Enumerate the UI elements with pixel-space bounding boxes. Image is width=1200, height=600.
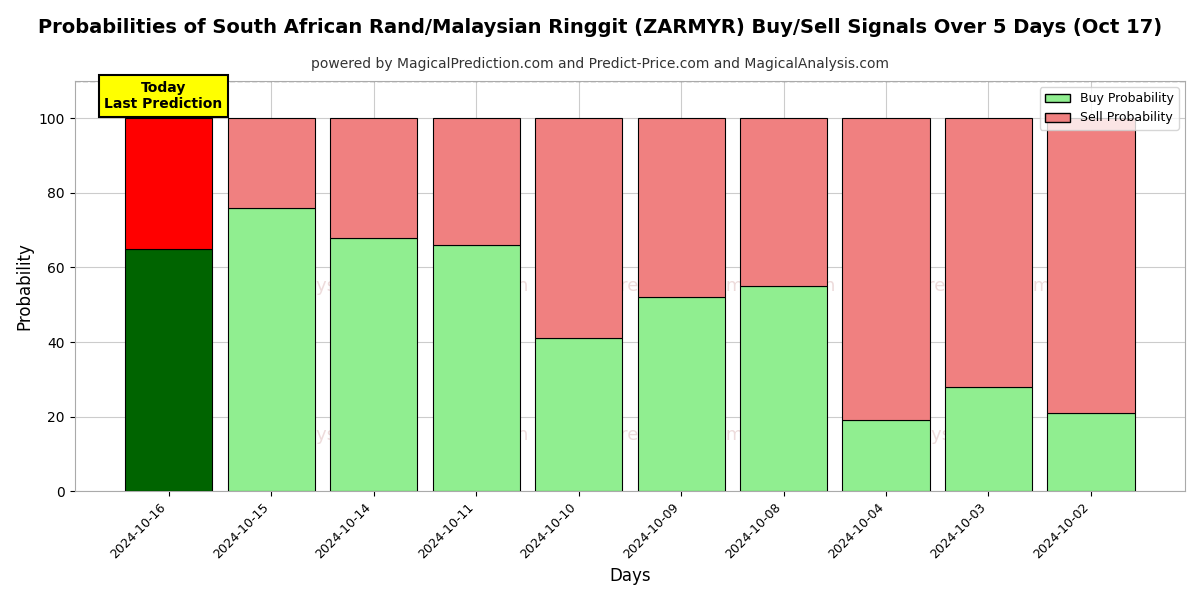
Bar [535,338,622,491]
Text: n    MagicIPrediction.com: n MagicIPrediction.com [517,277,743,295]
X-axis label: Days: Days [610,567,650,585]
Bar [944,387,1032,491]
Bar [330,238,418,491]
Text: powered by MagicalPrediction.com and Predict-Price.com and MagicalAnalysis.com: powered by MagicalPrediction.com and Pre… [311,57,889,71]
Bar [637,118,725,298]
Bar [432,118,520,245]
Bar [535,118,622,338]
Text: calAnalysis.com: calAnalysis.com [250,277,395,295]
Text: n    MagicIPrediction.com: n MagicIPrediction.com [517,427,743,445]
Bar [740,286,827,491]
Bar [842,118,930,421]
Y-axis label: Probability: Probability [16,242,34,330]
Bar [1048,118,1134,413]
Bar [228,118,314,208]
Bar [740,118,827,286]
Bar [125,249,212,491]
Text: calAnalysis.com: calAnalysis.com [250,427,395,445]
Bar [637,298,725,491]
Bar [228,208,314,491]
Text: Probabilities of South African Rand/Malaysian Ringgit (ZARMYR) Buy/Sell Signals : Probabilities of South African Rand/Mala… [38,18,1162,37]
Legend: Buy Probability, Sell Probability: Buy Probability, Sell Probability [1040,87,1178,130]
Bar [944,118,1032,387]
Text: Today
Last Prediction: Today Last Prediction [104,81,223,111]
Text: calAnalysis.com: calAnalysis.com [865,427,1009,445]
Bar [842,421,930,491]
Bar [125,118,212,249]
Bar [1048,413,1134,491]
Bar [432,245,520,491]
Text: n    MagicIPrediction.com: n MagicIPrediction.com [824,277,1050,295]
Bar [330,118,418,238]
